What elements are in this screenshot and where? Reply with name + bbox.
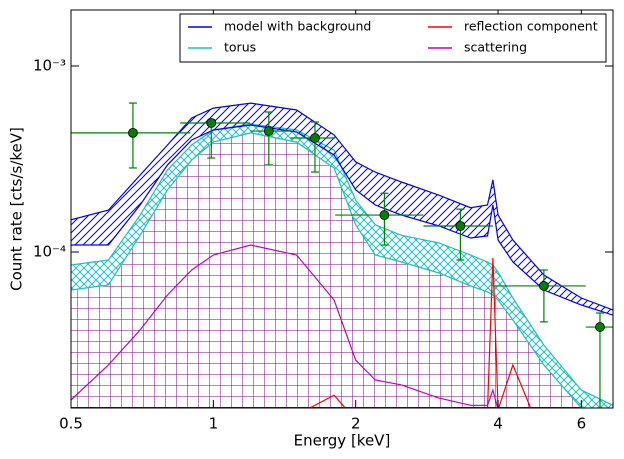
band-lower (71, 132, 583, 408)
legend-box (179, 13, 607, 63)
series-line (308, 257, 532, 408)
y-tick-label: 10⁻³ (33, 56, 66, 74)
axes-frame (70, 9, 614, 409)
data-point (128, 127, 138, 138)
x-axis-label: Energy [keV] (294, 432, 391, 450)
under-fill (71, 132, 582, 408)
data-point (206, 118, 217, 128)
x-tick-label: 6 (577, 415, 587, 433)
y-tick-label: 10⁻⁴ (33, 243, 66, 261)
legend-label: model with background (224, 19, 371, 34)
band-upper (71, 102, 613, 311)
data-point (538, 281, 549, 291)
data-point (310, 133, 320, 143)
data-point (455, 221, 466, 231)
y-axis-label: Count rate [cts/s/keV] (8, 127, 26, 291)
legend-label: scattering (464, 40, 527, 55)
x-tick-label: 2 (351, 415, 361, 433)
x-tick-label: 4 (493, 415, 503, 433)
band-fill (71, 124, 613, 408)
data-point (595, 322, 605, 332)
x-tick-label: 0.5 (59, 415, 83, 433)
series-line (71, 244, 499, 408)
legend-label: reflection component (464, 19, 598, 34)
band-upper (71, 123, 613, 406)
band-lower (71, 124, 613, 316)
x-tick-label: 1 (209, 415, 219, 433)
plot-area (71, 102, 613, 408)
data-point (379, 210, 390, 220)
legend-label: torus (224, 40, 256, 55)
data-point (263, 126, 274, 136)
